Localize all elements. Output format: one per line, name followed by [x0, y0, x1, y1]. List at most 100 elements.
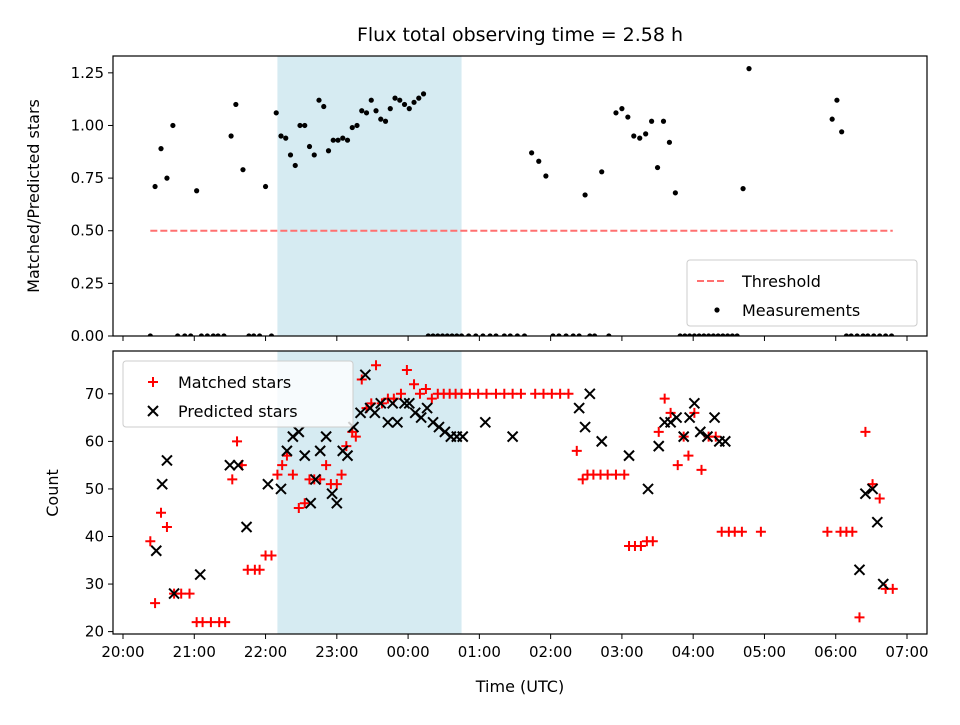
- data-point-measurements: [435, 333, 441, 336]
- data-point-measurements: [411, 99, 417, 105]
- data-point-predicted-stars: [331, 497, 343, 509]
- data-point-predicted-stars: [168, 587, 180, 600]
- data-point-predicted-stars: [506, 430, 519, 443]
- data-point-measurements: [344, 137, 351, 143]
- data-point-measurements: [215, 333, 221, 336]
- data-point-predicted-stars: [677, 430, 690, 443]
- data-point-measurements: [591, 333, 598, 336]
- x-axis-label: Time (UTC): [475, 677, 564, 696]
- data-point-matched-stars: [227, 474, 238, 485]
- data-point-measurements: [691, 333, 697, 336]
- data-point-measurements: [677, 333, 683, 336]
- data-point-measurements: [514, 333, 520, 336]
- legend-label: Measurements: [742, 301, 860, 320]
- x-tick-label: 20:00: [101, 643, 144, 661]
- data-point-predicted-stars: [224, 459, 236, 471]
- data-point-predicted-stars: [653, 440, 665, 452]
- data-point-measurements: [378, 116, 384, 122]
- data-point-measurements: [625, 114, 631, 120]
- data-point-measurements: [198, 333, 204, 336]
- data-point-predicted-stars: [859, 487, 872, 500]
- data-point-matched-stars: [336, 469, 347, 480]
- legend-top: Threshold Measurements: [686, 259, 918, 327]
- data-point-measurements: [182, 333, 188, 336]
- data-point-measurements: [292, 162, 298, 169]
- data-point-predicted-stars: [275, 483, 287, 495]
- data-point-matched-stars: [414, 388, 425, 399]
- x-tick-label: 07:00: [885, 643, 928, 661]
- data-point-predicted-stars: [694, 426, 707, 438]
- data-point-matched-stars: [150, 598, 161, 609]
- data-point-predicted-stars: [584, 388, 596, 400]
- series-predicted-stars: [150, 369, 889, 600]
- data-point-matched-stars: [145, 536, 156, 547]
- data-point-predicted-stars: [579, 421, 591, 433]
- data-point-matched-stars: [672, 460, 683, 471]
- data-point-matched-stars: [755, 526, 766, 537]
- data-point-matched-stars: [266, 550, 277, 561]
- data-point-measurements: [619, 106, 625, 112]
- x-tick-label: 23:00: [315, 643, 358, 661]
- data-point-measurements: [458, 333, 465, 336]
- data-point-measurements: [725, 333, 731, 336]
- data-point-measurements: [257, 333, 263, 336]
- data-point-predicted-stars: [708, 411, 721, 424]
- y-tick-label-top: 0.50: [71, 222, 104, 240]
- data-point-predicted-stars: [642, 483, 654, 495]
- data-point-matched-stars: [635, 541, 646, 552]
- data-point-predicted-stars: [354, 407, 367, 419]
- data-point-measurements: [147, 333, 153, 336]
- data-point-measurements: [306, 143, 313, 150]
- chart-title: Flux total observing time = 2.58 h: [357, 24, 683, 46]
- data-point-measurements: [349, 124, 355, 131]
- data-point-measurements: [175, 333, 181, 336]
- data-point-measurements: [687, 333, 693, 336]
- data-point-measurements: [316, 97, 322, 103]
- data-point-measurements: [643, 131, 649, 137]
- data-point-measurements: [660, 118, 667, 124]
- data-point-measurements: [401, 101, 408, 108]
- data-point-measurements: [354, 122, 360, 129]
- data-point-matched-stars: [281, 450, 292, 461]
- data-point-measurements: [363, 110, 370, 116]
- data-point-predicted-stars: [683, 411, 696, 424]
- data-point-measurements: [493, 333, 499, 336]
- data-point-predicted-stars: [386, 397, 399, 410]
- y-tick-label-bottom: 70: [85, 385, 104, 403]
- data-point-matched-stars: [619, 469, 630, 480]
- data-point-measurements: [599, 169, 605, 175]
- data-point-predicted-stars: [326, 487, 338, 500]
- data-point-matched-stars: [577, 474, 588, 485]
- data-point-measurements: [473, 333, 479, 336]
- data-point-measurements: [335, 137, 341, 143]
- data-point-predicted-stars: [719, 435, 731, 448]
- data-point-measurements: [302, 122, 308, 129]
- data-point-predicted-stars: [421, 402, 433, 414]
- legend-bottom: Matched stars Predicted stars: [122, 360, 354, 428]
- data-point-measurements: [420, 91, 427, 97]
- data-point-measurements: [570, 333, 576, 336]
- data-point-measurements: [287, 152, 294, 158]
- data-point-matched-stars: [350, 431, 361, 442]
- data-point-measurements: [387, 106, 393, 112]
- data-point-measurements: [454, 333, 460, 336]
- data-point-measurements: [536, 158, 542, 164]
- data-point-measurements: [262, 183, 269, 190]
- data-point-measurements: [613, 110, 619, 116]
- data-point-predicted-stars: [866, 483, 879, 495]
- y-tick-label-bottom: 20: [85, 623, 104, 641]
- data-point-measurements: [340, 135, 346, 141]
- data-point-predicted-stars: [299, 449, 311, 462]
- x-tick-label: 01:00: [458, 643, 501, 661]
- data-point-measurements: [883, 333, 889, 336]
- y-tick-label-top: 1.25: [71, 64, 104, 82]
- data-point-measurements: [672, 190, 678, 196]
- x-tick-label: 04:00: [672, 643, 715, 661]
- data-point-predicted-stars: [877, 578, 889, 590]
- data-point-matched-stars: [409, 379, 420, 390]
- data-point-measurements: [373, 108, 379, 114]
- data-point-measurements: [848, 333, 854, 336]
- top-y-axis-label: Matched/Predicted stars: [24, 99, 43, 293]
- plot-area-top: [147, 66, 895, 336]
- y-tick-label-top: 1.00: [71, 116, 104, 134]
